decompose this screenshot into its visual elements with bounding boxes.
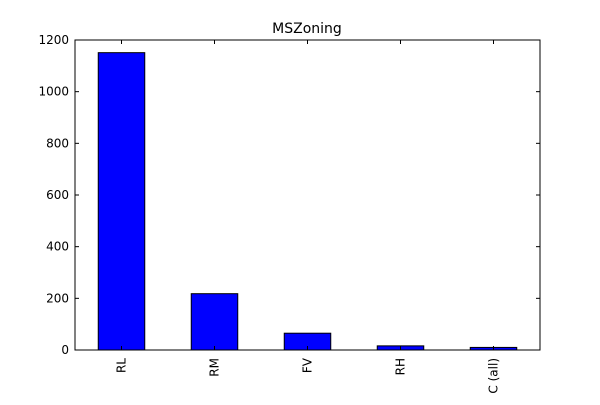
y-tick-label: 1000	[38, 85, 69, 99]
chart-title: MSZoning	[272, 21, 342, 37]
y-tick-label: 200	[46, 291, 69, 305]
y-tick-label: 400	[46, 240, 69, 254]
y-tick-label: 0	[61, 343, 69, 357]
y-tick-label: 600	[46, 188, 69, 202]
x-tick-label: C (all)	[487, 358, 501, 394]
y-tick-label: 800	[46, 136, 69, 150]
y-tick-label: 1200	[38, 33, 69, 47]
x-tick-label: RM	[208, 358, 222, 377]
bars-group	[97, 52, 518, 351]
x-axis: RL RM FV RH C (all)	[115, 40, 501, 394]
x-tick-label: FV	[301, 357, 315, 373]
bar-rl	[97, 52, 146, 351]
x-tick-label: RH	[394, 358, 408, 375]
y-axis: 0 200 400 600 800 1000 1200	[38, 33, 540, 357]
x-tick-label: RL	[115, 358, 129, 373]
bar-rm	[190, 293, 239, 351]
